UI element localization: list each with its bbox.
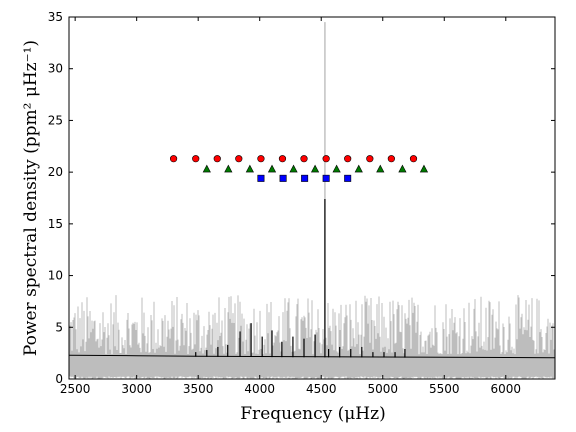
blue-square-marker (257, 174, 265, 182)
x-tick-label: 3000 (121, 382, 152, 396)
x-tick-labels: 2500 3000 3500 4000 4500 5000 5500 6000 (60, 382, 521, 396)
spectrum-layer (68, 22, 556, 379)
y-tick-label: 10 (48, 269, 63, 283)
red-circle-marker (278, 155, 287, 163)
y-tick-label: 15 (48, 217, 63, 231)
green-triangle-marker (289, 164, 298, 173)
green-triangle-marker (310, 164, 320, 173)
y-tick-label: 20 (48, 165, 63, 179)
x-tick-label: 5000 (367, 382, 398, 396)
blue-square-marker (301, 174, 309, 182)
y-tick-label: 35 (48, 10, 63, 24)
x-tick-label: 3500 (183, 382, 214, 396)
red-circle-marker (300, 155, 308, 163)
x-tick-label: 5500 (429, 382, 460, 396)
blue-square-marker (279, 174, 287, 182)
background-model-line (68, 354, 556, 359)
x-tick-label: 4500 (306, 382, 337, 396)
green-triangle-marker (398, 164, 407, 173)
red-circle-marker (409, 155, 418, 163)
x-axis-title: Frequency (μHz) (240, 404, 385, 424)
green-triangle-marker (267, 164, 277, 173)
plot-frame (68, 16, 556, 380)
red-circle-marker (322, 155, 330, 163)
green-triangle-marker (332, 164, 341, 173)
green-triangle-marker (376, 164, 385, 173)
red-circle-marker (213, 155, 221, 163)
x-tick-label: 2500 (60, 382, 91, 396)
x-tick-label: 4000 (244, 382, 275, 396)
red-circle-marker (344, 155, 352, 163)
red-circle-marker (192, 155, 200, 163)
green-triangle-marker (419, 164, 429, 173)
blue-square-marker (344, 174, 352, 182)
red-circle-marker (257, 155, 265, 163)
x-tick-label: 6000 (491, 382, 522, 396)
y-tick-label: 5 (55, 320, 63, 334)
y-axis-title: Power spectral density (ppm² μHz⁻¹) (21, 40, 41, 356)
y-tick-labels: 0 5 10 15 20 25 30 35 (48, 10, 63, 386)
green-triangle-marker (224, 164, 233, 173)
green-triangle-marker (245, 164, 254, 173)
raw-spectrum-trace (68, 295, 556, 379)
plot-border (68, 16, 556, 380)
y-tick-label: 30 (48, 62, 63, 76)
green-triangle-marker (202, 164, 211, 173)
red-circle-marker (366, 155, 374, 163)
blue-square-marker (322, 174, 330, 182)
y-tick-label: 25 (48, 113, 63, 127)
green-triangle-marker (354, 164, 363, 173)
y-tick-label: 0 (55, 372, 63, 386)
red-circle-marker (169, 155, 178, 163)
red-circle-marker (235, 155, 243, 163)
red-circle-marker (387, 155, 395, 163)
